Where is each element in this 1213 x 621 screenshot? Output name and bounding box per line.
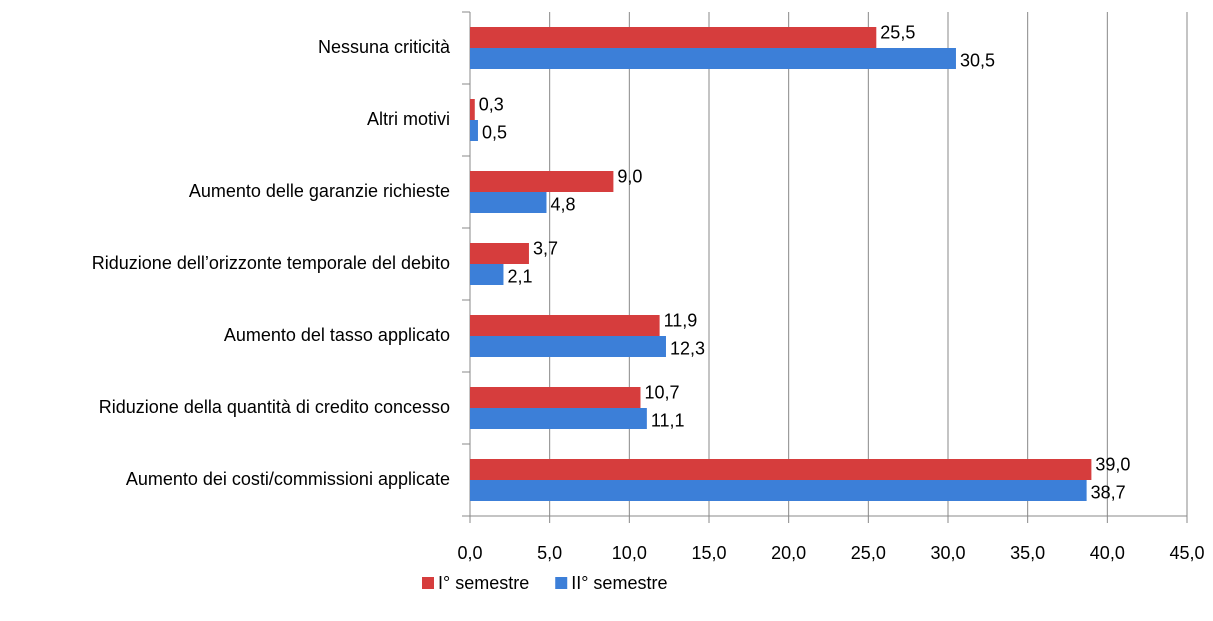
legend-swatch	[555, 577, 568, 589]
bar	[470, 315, 660, 336]
y-tick-label: Altri motivi	[367, 109, 450, 129]
bar	[470, 408, 647, 429]
legend-swatch	[422, 577, 434, 589]
value-label: 38,7	[1091, 482, 1126, 502]
value-label: 10,7	[644, 382, 679, 402]
value-label: 0,5	[482, 122, 507, 142]
value-label: 3,7	[533, 238, 558, 258]
y-tick-label: Aumento delle garanzie richieste	[189, 181, 450, 201]
x-tick-label: 15,0	[691, 543, 726, 563]
bar	[470, 120, 478, 141]
value-label: 12,3	[670, 338, 705, 358]
x-tick-label: 40,0	[1090, 543, 1125, 563]
y-tick-label: Riduzione dell’orizzonte temporale del d…	[92, 253, 450, 273]
y-tick-label: Aumento del tasso applicato	[224, 325, 450, 345]
x-tick-label: 0,0	[457, 543, 482, 563]
bar	[470, 336, 666, 357]
value-label: 4,8	[550, 194, 575, 214]
y-tick-label: Aumento dei costi/commissioni applicate	[126, 469, 450, 489]
value-label: 2,1	[507, 266, 532, 286]
legend-label: II° semestre	[571, 573, 667, 593]
value-label: 30,5	[960, 50, 995, 70]
bar	[470, 264, 504, 285]
bar	[470, 171, 614, 192]
bar	[470, 192, 547, 213]
bar	[470, 480, 1087, 501]
x-tick-label: 10,0	[612, 543, 647, 563]
value-label: 0,3	[479, 94, 504, 114]
legend-label: I° semestre	[438, 573, 529, 593]
x-tick-label: 5,0	[537, 543, 562, 563]
value-label: 39,0	[1095, 454, 1130, 474]
y-tick-label: Nessuna criticità	[318, 37, 451, 57]
bar	[470, 459, 1092, 480]
value-label: 11,9	[664, 310, 698, 330]
value-label: 25,5	[880, 22, 915, 42]
bar	[470, 48, 956, 69]
x-tick-label: 30,0	[930, 543, 965, 563]
x-tick-label: 35,0	[1010, 543, 1045, 563]
x-tick-label: 45,0	[1169, 543, 1204, 563]
bar	[470, 387, 641, 408]
bar	[470, 243, 529, 264]
value-label: 9,0	[617, 166, 642, 186]
value-label: 11,1	[651, 410, 685, 430]
bar	[470, 99, 475, 120]
x-tick-label: 25,0	[851, 543, 886, 563]
x-tick-label: 20,0	[771, 543, 806, 563]
y-tick-label: Riduzione della quantità di credito conc…	[99, 397, 450, 417]
bar	[470, 27, 877, 48]
